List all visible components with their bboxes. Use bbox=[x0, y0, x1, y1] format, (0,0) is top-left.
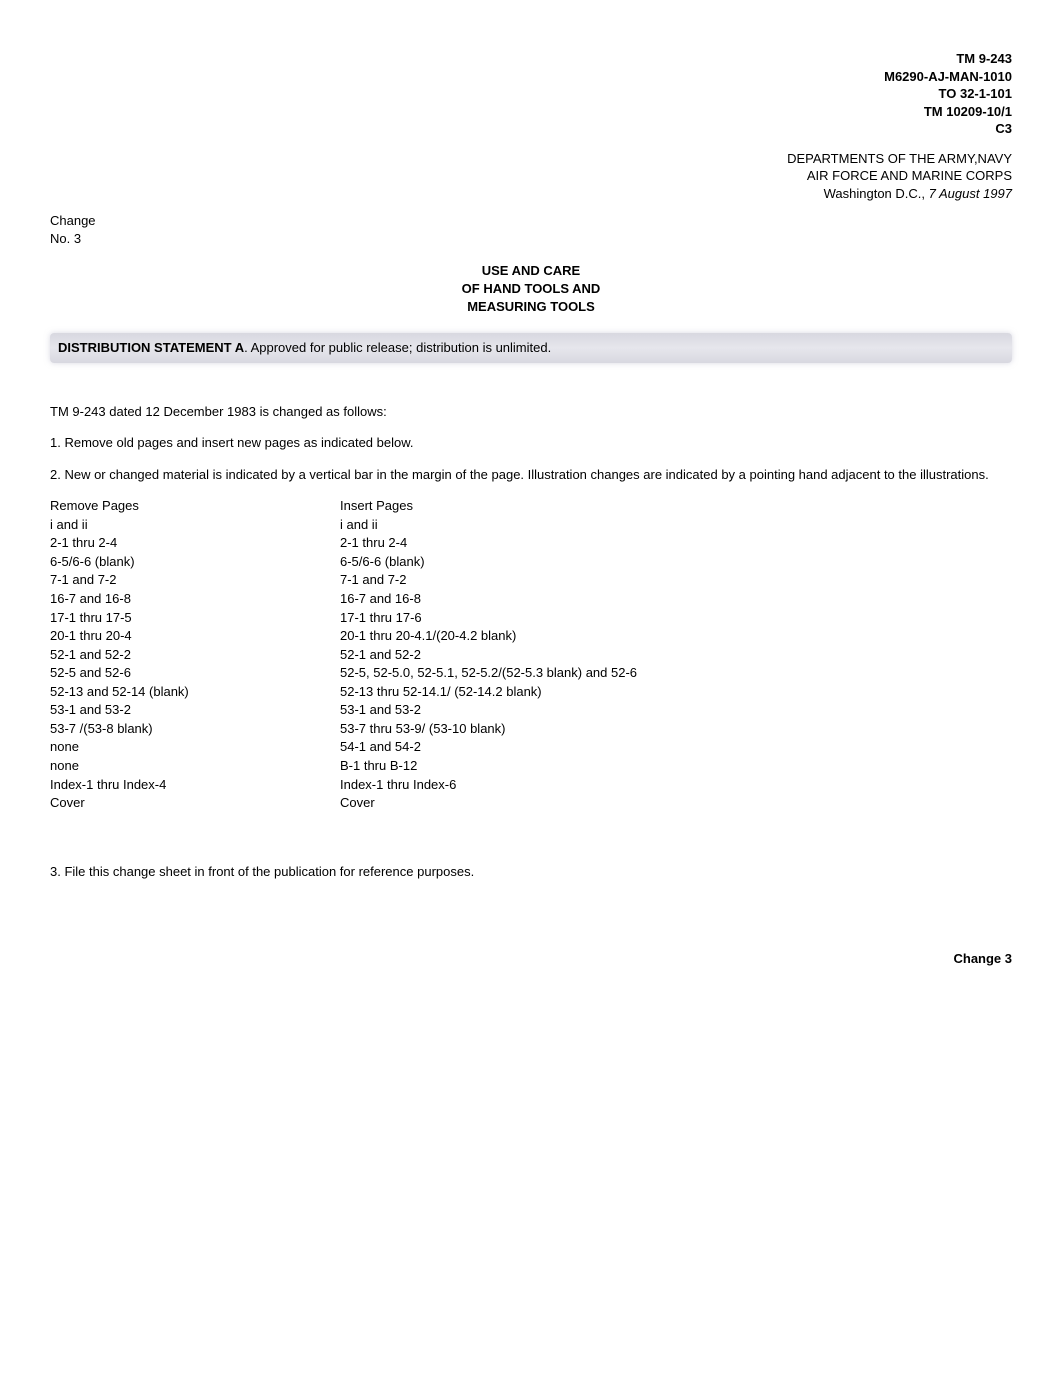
pages-table: Remove Pages Insert Pages i and iii and … bbox=[50, 497, 637, 812]
paragraph-2: 1. Remove old pages and insert new pages… bbox=[50, 434, 1012, 452]
cell-insert: 52-1 and 52-2 bbox=[340, 646, 637, 665]
table-row: i and iii and ii bbox=[50, 516, 637, 535]
dept-city: Washington D.C., bbox=[824, 186, 929, 201]
cell-insert: 17-1 thru 17-6 bbox=[340, 609, 637, 628]
cell-insert: 6-5/6-6 (blank) bbox=[340, 553, 637, 572]
table-row: none54-1 and 54-2 bbox=[50, 738, 637, 757]
cell-insert: i and ii bbox=[340, 516, 637, 535]
cell-remove: Index-1 thru Index-4 bbox=[50, 776, 340, 795]
cell-insert: 16-7 and 16-8 bbox=[340, 590, 637, 609]
cell-remove: 52-5 and 52-6 bbox=[50, 664, 340, 683]
table-row: 6-5/6-6 (blank)6-5/6-6 (blank) bbox=[50, 553, 637, 572]
header-line-4: TM 10209-10/1 bbox=[50, 103, 1012, 121]
cell-remove: 53-1 and 53-2 bbox=[50, 701, 340, 720]
cell-remove: 20-1 thru 20-4 bbox=[50, 627, 340, 646]
dept-date: 7 August 1997 bbox=[929, 186, 1012, 201]
cell-remove: 53-7 /(53-8 blank) bbox=[50, 720, 340, 739]
cell-remove: none bbox=[50, 738, 340, 757]
header-remove: Remove Pages bbox=[50, 497, 340, 516]
table-row: 53-1 and 53-253-1 and 53-2 bbox=[50, 701, 637, 720]
table-row: CoverCover bbox=[50, 794, 637, 813]
paragraph-4: 3. File this change sheet in front of th… bbox=[50, 863, 1012, 881]
cell-insert: 52-13 thru 52-14.1/ (52-14.2 blank) bbox=[340, 683, 637, 702]
change-number: No. 3 bbox=[50, 230, 1012, 248]
header-insert: Insert Pages bbox=[340, 497, 637, 516]
table-row: 52-13 and 52-14 (blank)52-13 thru 52-14.… bbox=[50, 683, 637, 702]
cell-remove: 7-1 and 7-2 bbox=[50, 571, 340, 590]
cell-insert: Index-1 thru Index-6 bbox=[340, 776, 637, 795]
change-footer: Change 3 bbox=[50, 950, 1012, 968]
table-row: 52-5 and 52-652-5, 52-5.0, 52-5.1, 52-5.… bbox=[50, 664, 637, 683]
cell-insert: Cover bbox=[340, 794, 637, 813]
header-line-2: M6290-AJ-MAN-1010 bbox=[50, 68, 1012, 86]
cell-insert: 2-1 thru 2-4 bbox=[340, 534, 637, 553]
distribution-statement: DISTRIBUTION STATEMENT A. Approved for p… bbox=[50, 333, 1012, 363]
cell-remove: 2-1 thru 2-4 bbox=[50, 534, 340, 553]
dept-line-2: AIR FORCE AND MARINE CORPS bbox=[50, 167, 1012, 185]
dept-line-1: DEPARTMENTS OF THE ARMY,NAVY bbox=[50, 150, 1012, 168]
cell-remove: 52-1 and 52-2 bbox=[50, 646, 340, 665]
title-line-3: MEASURING TOOLS bbox=[50, 298, 1012, 316]
table-header-row: Remove Pages Insert Pages bbox=[50, 497, 637, 516]
header-line-3: TO 32-1-101 bbox=[50, 85, 1012, 103]
cell-remove: 16-7 and 16-8 bbox=[50, 590, 340, 609]
cell-insert: 53-1 and 53-2 bbox=[340, 701, 637, 720]
cell-remove: 52-13 and 52-14 (blank) bbox=[50, 683, 340, 702]
table-row: 53-7 /(53-8 blank)53-7 thru 53-9/ (53-10… bbox=[50, 720, 637, 739]
table-row: 16-7 and 16-816-7 and 16-8 bbox=[50, 590, 637, 609]
header-line-5: C3 bbox=[50, 120, 1012, 138]
dist-text: . Approved for public release; distribut… bbox=[244, 340, 551, 355]
title-line-1: USE AND CARE bbox=[50, 262, 1012, 280]
title-line-2: OF HAND TOOLS AND bbox=[50, 280, 1012, 298]
cell-insert: B-1 thru B-12 bbox=[340, 757, 637, 776]
table-row: noneB-1 thru B-12 bbox=[50, 757, 637, 776]
cell-remove: Cover bbox=[50, 794, 340, 813]
table-row: 2-1 thru 2-42-1 thru 2-4 bbox=[50, 534, 637, 553]
cell-insert: 52-5, 52-5.0, 52-5.1, 52-5.2/(52-5.3 bla… bbox=[340, 664, 637, 683]
header-line-1: TM 9-243 bbox=[50, 50, 1012, 68]
dist-label: DISTRIBUTION STATEMENT A bbox=[58, 340, 244, 355]
cell-insert: 7-1 and 7-2 bbox=[340, 571, 637, 590]
cell-remove: 17-1 thru 17-5 bbox=[50, 609, 340, 628]
cell-insert: 54-1 and 54-2 bbox=[340, 738, 637, 757]
dept-line-3: Washington D.C., 7 August 1997 bbox=[50, 185, 1012, 203]
cell-insert: 53-7 thru 53-9/ (53-10 blank) bbox=[340, 720, 637, 739]
table-row: 17-1 thru 17-517-1 thru 17-6 bbox=[50, 609, 637, 628]
paragraph-1: TM 9-243 dated 12 December 1983 is chang… bbox=[50, 403, 1012, 421]
cell-remove: none bbox=[50, 757, 340, 776]
table-row: 7-1 and 7-27-1 and 7-2 bbox=[50, 571, 637, 590]
cell-remove: 6-5/6-6 (blank) bbox=[50, 553, 340, 572]
cell-insert: 20-1 thru 20-4.1/(20-4.2 blank) bbox=[340, 627, 637, 646]
paragraph-3: 2. New or changed material is indicated … bbox=[50, 466, 1012, 484]
department-block: DEPARTMENTS OF THE ARMY,NAVY AIR FORCE A… bbox=[50, 150, 1012, 203]
change-block: Change No. 3 bbox=[50, 212, 1012, 247]
table-row: Index-1 thru Index-4Index-1 thru Index-6 bbox=[50, 776, 637, 795]
change-label: Change bbox=[50, 212, 1012, 230]
table-row: 20-1 thru 20-420-1 thru 20-4.1/(20-4.2 b… bbox=[50, 627, 637, 646]
table-row: 52-1 and 52-252-1 and 52-2 bbox=[50, 646, 637, 665]
document-header: TM 9-243 M6290-AJ-MAN-1010 TO 32-1-101 T… bbox=[50, 50, 1012, 138]
document-title: USE AND CARE OF HAND TOOLS AND MEASURING… bbox=[50, 262, 1012, 315]
cell-remove: i and ii bbox=[50, 516, 340, 535]
